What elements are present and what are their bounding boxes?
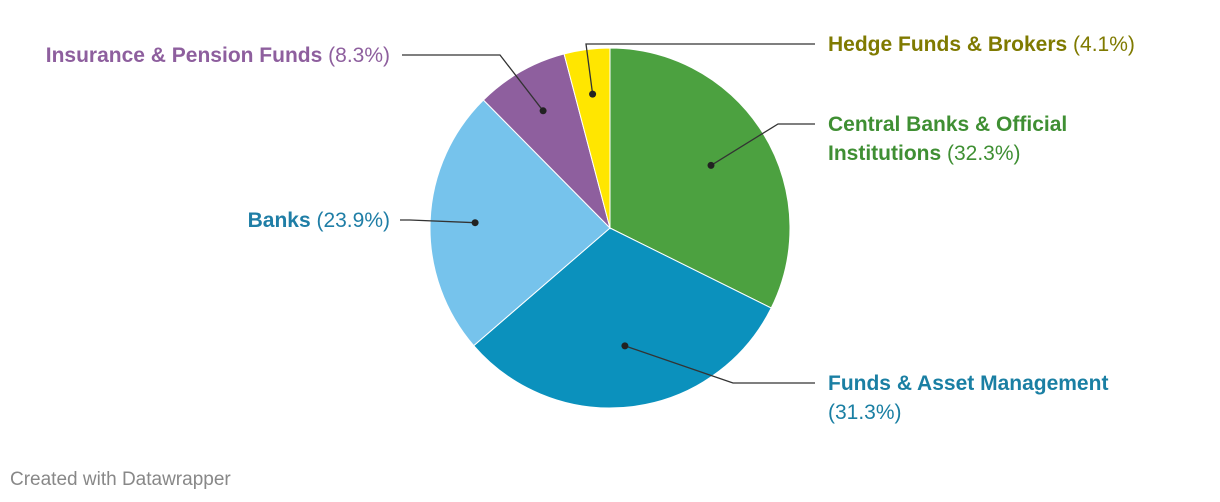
leader-line [624,345,815,384]
leader-dot [589,90,597,98]
pie-slice [482,53,611,230]
leader-dot [621,342,629,350]
slice-labels: Central Banks & Official Institutions (32… [46,33,1135,424]
label-leaders [400,43,815,384]
slice-label-value: (23.9%) [311,209,390,232]
pie-slice [473,227,772,409]
slice-label: Banks (23.9%) [248,209,390,232]
slice-label-name: Central Banks & Official [828,113,1067,136]
leader-dot [707,161,715,169]
leader-line [585,43,815,95]
slice-label: Insurance & Pension Funds (8.3%) [46,44,390,67]
slice-label-name: Hedge Funds & Brokers [828,33,1067,56]
slice-label-name: Banks [248,209,311,232]
credit-text: Created with Datawrapper [10,469,231,490]
slice-label-value: (4.1%) [1067,33,1135,56]
leader-line [402,54,544,112]
slice-label: Central Banks & Official Institutions (32… [828,113,1067,165]
slice-label-value: (32.3%) [941,142,1020,165]
slice-label-name: Funds & Asset Management [828,372,1108,395]
pie-slices [429,47,791,409]
slice-label-name: Institutions [828,142,941,165]
slice-label-value: (8.3%) [322,44,390,67]
leader-line [400,219,476,224]
slice-label: Funds & Asset Management (31.3%) [828,372,1108,424]
leader-dot [471,219,479,227]
slice-label: Hedge Funds & Brokers (4.1%) [828,33,1135,56]
leader-line [710,123,815,166]
leader-dot [539,107,547,115]
slice-label-name: Insurance & Pension Funds [46,44,323,67]
slice-label-value: (31.3%) [828,401,902,424]
